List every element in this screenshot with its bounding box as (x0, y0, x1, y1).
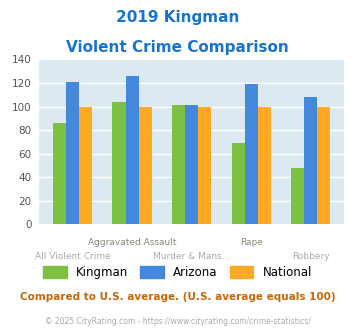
Legend: Kingman, Arizona, National: Kingman, Arizona, National (38, 262, 317, 284)
Bar (126, 76, 139, 224)
Bar (198, 107, 211, 224)
Bar (139, 107, 152, 224)
Bar (79, 107, 92, 224)
Text: All Violent Crime: All Violent Crime (35, 252, 110, 261)
Text: © 2025 CityRating.com - https://www.cityrating.com/crime-statistics/: © 2025 CityRating.com - https://www.city… (45, 317, 310, 326)
Bar (258, 107, 271, 224)
Text: Robbery: Robbery (292, 252, 330, 261)
Text: Murder & Mans...: Murder & Mans... (153, 252, 230, 261)
Bar (172, 105, 185, 224)
Bar (304, 97, 317, 224)
Text: Compared to U.S. average. (U.S. average equals 100): Compared to U.S. average. (U.S. average … (20, 292, 335, 302)
Bar (185, 105, 198, 224)
Text: Violent Crime Comparison: Violent Crime Comparison (66, 40, 289, 54)
Bar (317, 107, 331, 224)
Bar (231, 143, 245, 224)
Text: Rape: Rape (240, 238, 263, 247)
Text: Aggravated Assault: Aggravated Assault (88, 238, 176, 247)
Bar (291, 168, 304, 224)
Text: 2019 Kingman: 2019 Kingman (116, 10, 239, 25)
Bar (113, 102, 126, 224)
Bar (66, 82, 79, 224)
Bar (245, 84, 258, 224)
Bar (53, 123, 66, 224)
